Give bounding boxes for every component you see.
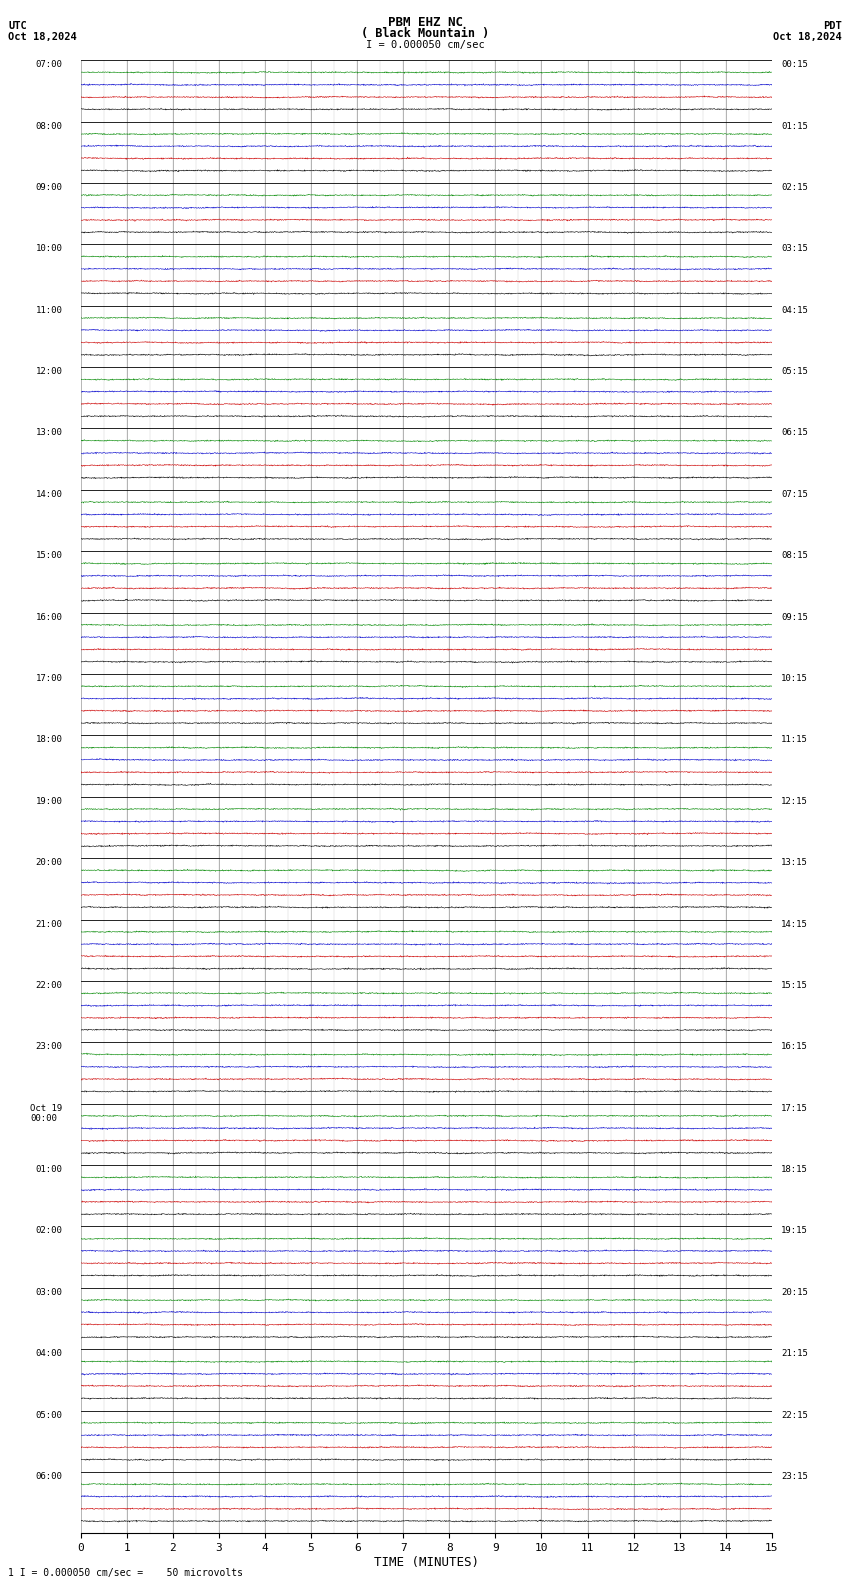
Text: 16:00: 16:00: [36, 613, 62, 621]
Text: 17:15: 17:15: [781, 1104, 807, 1112]
Text: 10:15: 10:15: [781, 673, 807, 683]
Text: 23:15: 23:15: [781, 1472, 807, 1481]
Text: 01:15: 01:15: [781, 122, 807, 130]
Text: 1 I = 0.000050 cm/sec =    50 microvolts: 1 I = 0.000050 cm/sec = 50 microvolts: [8, 1568, 243, 1578]
Text: 13:00: 13:00: [36, 428, 62, 437]
Text: 02:15: 02:15: [781, 182, 807, 192]
Text: 19:00: 19:00: [36, 797, 62, 806]
Text: 11:00: 11:00: [36, 306, 62, 315]
Text: 19:15: 19:15: [781, 1226, 807, 1236]
Text: 14:15: 14:15: [781, 919, 807, 928]
Text: 20:15: 20:15: [781, 1288, 807, 1297]
Text: 08:00: 08:00: [36, 122, 62, 130]
Text: 13:15: 13:15: [781, 859, 807, 866]
Text: Oct 18,2024: Oct 18,2024: [8, 32, 77, 41]
Text: 07:15: 07:15: [781, 489, 807, 499]
Text: 01:00: 01:00: [36, 1166, 62, 1174]
Text: 12:15: 12:15: [781, 797, 807, 806]
Text: 07:00: 07:00: [36, 60, 62, 70]
Text: 18:00: 18:00: [36, 735, 62, 744]
Text: 03:15: 03:15: [781, 244, 807, 253]
Text: 23:00: 23:00: [36, 1042, 62, 1052]
Text: 09:15: 09:15: [781, 613, 807, 621]
Text: 15:15: 15:15: [781, 980, 807, 990]
Text: 12:00: 12:00: [36, 367, 62, 375]
Text: 02:00: 02:00: [36, 1226, 62, 1236]
Text: 03:00: 03:00: [36, 1288, 62, 1297]
Text: 00:15: 00:15: [781, 60, 807, 70]
Text: 21:15: 21:15: [781, 1350, 807, 1357]
Text: 05:15: 05:15: [781, 367, 807, 375]
Text: UTC: UTC: [8, 21, 27, 30]
Text: 20:00: 20:00: [36, 859, 62, 866]
Text: PBM EHZ NC: PBM EHZ NC: [388, 16, 462, 29]
Text: 21:00: 21:00: [36, 919, 62, 928]
Text: 04:00: 04:00: [36, 1350, 62, 1357]
Text: 22:00: 22:00: [36, 980, 62, 990]
Text: 06:15: 06:15: [781, 428, 807, 437]
Text: 18:15: 18:15: [781, 1166, 807, 1174]
Text: 08:15: 08:15: [781, 551, 807, 561]
Text: 17:00: 17:00: [36, 673, 62, 683]
Text: 15:00: 15:00: [36, 551, 62, 561]
Text: PDT: PDT: [823, 21, 842, 30]
Text: 11:15: 11:15: [781, 735, 807, 744]
Text: 05:00: 05:00: [36, 1410, 62, 1419]
Text: 09:00: 09:00: [36, 182, 62, 192]
Text: 16:15: 16:15: [781, 1042, 807, 1052]
Text: 14:00: 14:00: [36, 489, 62, 499]
Text: Oct 19
00:00: Oct 19 00:00: [30, 1104, 62, 1123]
Text: Oct 18,2024: Oct 18,2024: [773, 32, 842, 41]
Text: 10:00: 10:00: [36, 244, 62, 253]
Text: 06:00: 06:00: [36, 1472, 62, 1481]
X-axis label: TIME (MINUTES): TIME (MINUTES): [374, 1555, 479, 1568]
Text: ( Black Mountain ): ( Black Mountain ): [361, 27, 489, 40]
Text: I = 0.000050 cm/sec: I = 0.000050 cm/sec: [366, 40, 484, 49]
Text: 04:15: 04:15: [781, 306, 807, 315]
Text: 22:15: 22:15: [781, 1410, 807, 1419]
